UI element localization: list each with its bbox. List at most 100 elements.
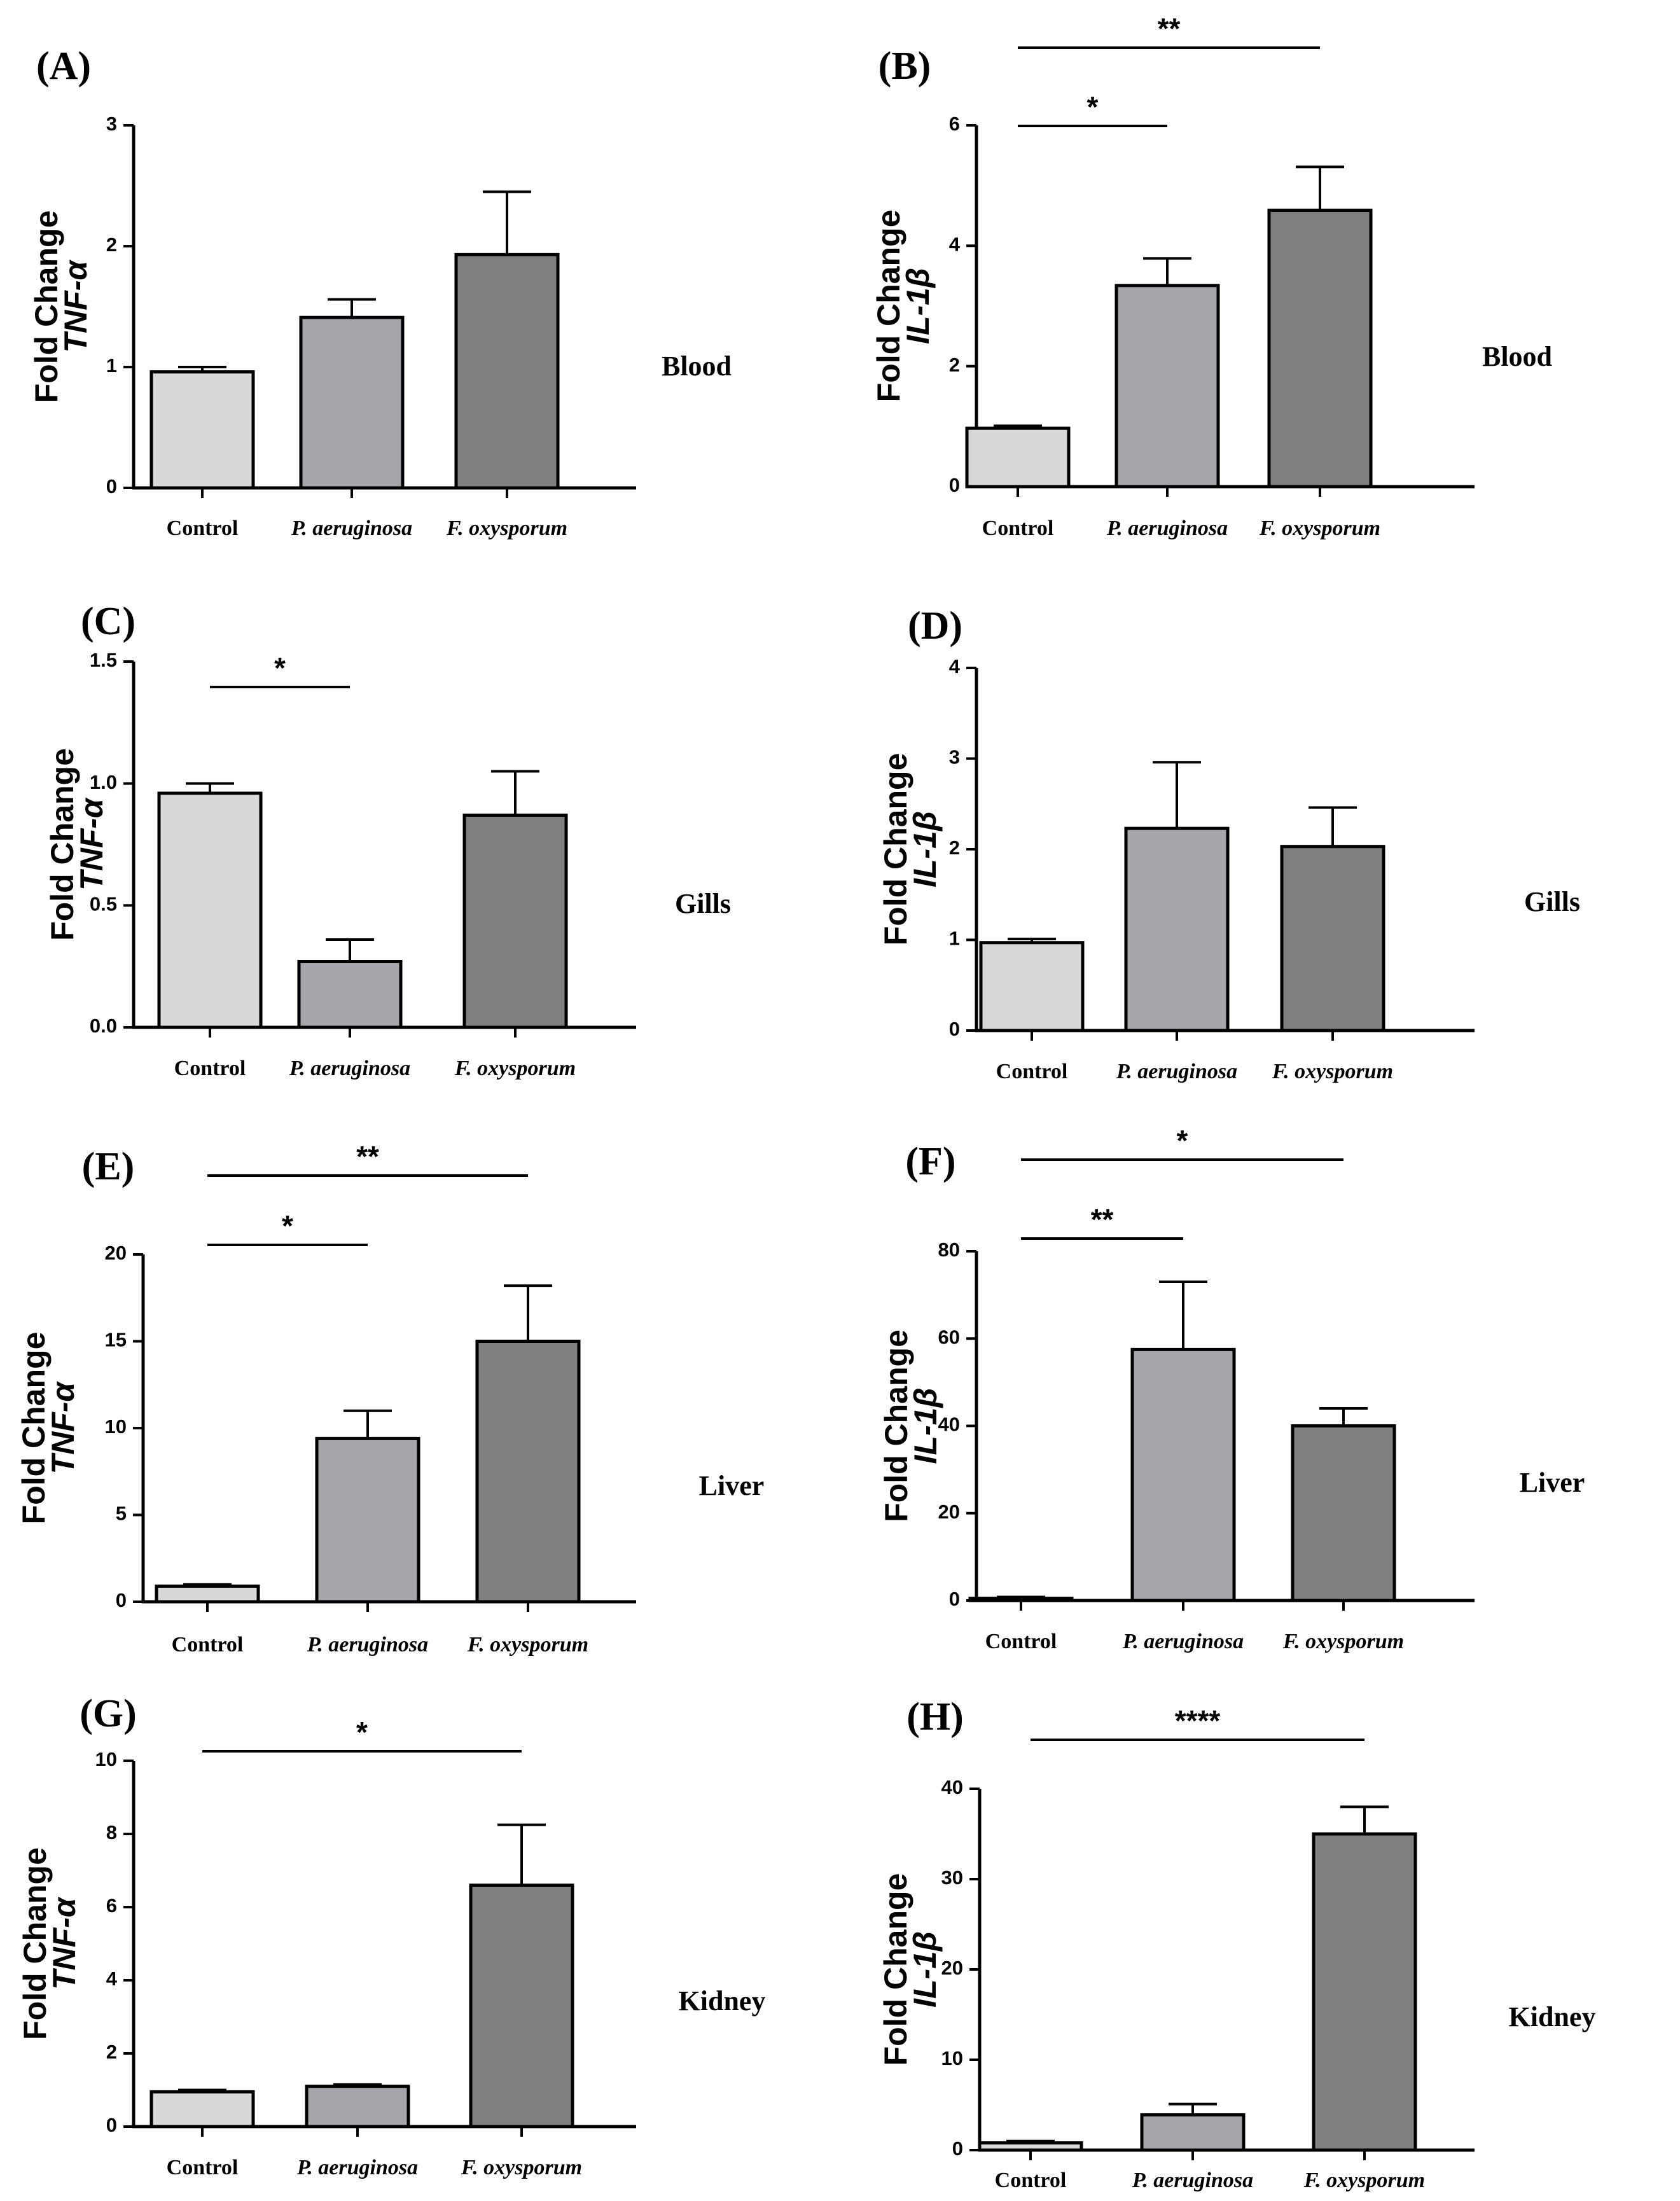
y-tick-label: 10	[95, 1748, 117, 1770]
x-tick-label: Control	[996, 1060, 1068, 1083]
y-axis-title: Fold Change	[29, 211, 64, 403]
gene-label: TNF-α	[58, 260, 94, 353]
panel-label: (H)	[906, 1695, 964, 1739]
y-tick-label: 1.0	[90, 771, 117, 793]
tissue-label: Kidney	[1509, 2001, 1596, 2032]
y-tick-label: 2	[106, 2041, 117, 2063]
significance-label: *	[1177, 1124, 1188, 1157]
tissue-label: Gills	[1524, 886, 1580, 917]
gene-label: IL-1β	[900, 268, 936, 344]
significance-label: ****	[1175, 1704, 1221, 1737]
chart-panel-h: (H) 0 10 20 30 40 Control P. aeruginosa F. oxysp…	[878, 1695, 1595, 2192]
bar	[475, 1340, 581, 1604]
x-tick-label: F. oxysporum	[446, 517, 567, 540]
y-tick-label: 60	[938, 1326, 960, 1348]
bar	[149, 2090, 255, 2128]
tissue-label: Liver	[1520, 1467, 1585, 1498]
bar	[1124, 826, 1230, 1032]
y-tick-label: 1.5	[90, 649, 117, 671]
x-tick-label: P. aeruginosa	[1116, 1060, 1237, 1083]
x-tick-label: F. oxysporum	[1259, 517, 1380, 540]
bar	[1114, 284, 1220, 489]
y-tick-label: 8	[106, 1821, 117, 1843]
y-axis-title: Fold Change	[16, 1332, 52, 1525]
bar	[1130, 1347, 1236, 1602]
x-tick-label: Control	[172, 1633, 244, 1656]
significance-label: **	[356, 1140, 379, 1173]
gene-label: IL-1β	[907, 1931, 943, 2008]
y-tick-label: 3	[106, 113, 117, 135]
y-tick-label: 10	[941, 2047, 963, 2069]
y-axis-title: Fold Change	[878, 753, 913, 946]
significance-label: *	[356, 1716, 368, 1749]
y-tick-label: 1	[949, 927, 960, 950]
bar	[297, 960, 403, 1029]
y-axis-title: Fold Change	[878, 1330, 914, 1522]
y-tick-label: 3	[949, 746, 960, 768]
x-tick-label: F. oxysporum	[1272, 1060, 1393, 1083]
significance-label: *	[282, 1209, 293, 1242]
panel-label: (B)	[878, 45, 931, 88]
panel-label: (F)	[905, 1140, 955, 1183]
x-tick-label: F. oxysporum	[1282, 1630, 1404, 1653]
y-tick-label: 0	[106, 475, 117, 497]
chart-panel-c: (C) 0.0 0.5 1.0 1.5 Control P. aeruginosa F. ox…	[45, 600, 731, 1080]
y-tick-label: 20	[105, 1242, 127, 1264]
bar	[462, 814, 568, 1029]
bar	[1312, 1832, 1417, 2152]
x-tick-label: Control	[985, 1630, 1057, 1653]
x-tick-label: P. aeruginosa	[291, 517, 412, 540]
panel-label: (A)	[36, 45, 91, 88]
gene-label: TNF-α	[46, 1896, 82, 1990]
x-tick-label: F. oxysporum	[467, 1633, 588, 1656]
y-tick-label: 0.5	[90, 893, 117, 915]
bar	[978, 2141, 1083, 2152]
bar	[979, 941, 1085, 1032]
y-tick-label: 2	[106, 233, 117, 256]
gene-label: TNF-α	[74, 797, 109, 891]
bar	[1267, 208, 1373, 489]
x-tick-label: P. aeruginosa	[289, 1057, 410, 1080]
x-tick-label: F. oxysporum	[461, 2156, 582, 2179]
bar	[155, 1584, 260, 1604]
y-tick-label: 15	[105, 1329, 127, 1351]
y-tick-label: 20	[941, 1957, 963, 1979]
y-tick-label: 40	[941, 1776, 963, 1798]
significance-label: *	[274, 651, 286, 684]
bar	[1291, 1424, 1396, 1602]
y-tick-label: 0.0	[90, 1015, 117, 1037]
x-tick-label: P. aeruginosa	[307, 1633, 428, 1656]
y-tick-label: 0	[949, 1588, 960, 1610]
x-tick-label: P. aeruginosa	[1132, 2169, 1253, 2192]
x-tick-label: Control	[995, 2169, 1067, 2192]
tissue-label: Blood	[662, 351, 732, 382]
y-tick-label: 0	[116, 1589, 127, 1611]
y-tick-label: 4	[949, 655, 961, 677]
significance-label: **	[1091, 1203, 1114, 1236]
y-tick-label: 0	[949, 474, 960, 496]
bar	[968, 1597, 1074, 1602]
significance-label: *	[1087, 90, 1099, 123]
bar	[965, 426, 1071, 489]
y-axis-title: Fold Change	[17, 1847, 53, 2040]
x-tick-label: Control	[167, 2156, 239, 2179]
x-tick-label: Control	[982, 517, 1054, 540]
chart-panel-a: (A) 0 1 2 3 Control P. aeruginosa F. oxysporum F…	[29, 45, 732, 540]
panel-label: (E)	[82, 1145, 135, 1188]
significance-label: **	[1158, 12, 1181, 45]
y-axis-title: Fold Change	[45, 748, 80, 941]
y-tick-label: 20	[938, 1501, 960, 1523]
y-tick-label: 6	[106, 1894, 117, 1917]
y-tick-label: 0	[952, 2137, 963, 2160]
tissue-label: Kidney	[679, 1985, 766, 2017]
y-tick-label: 2	[949, 837, 960, 859]
gene-label: IL-1β	[908, 1388, 943, 1464]
bar	[315, 1436, 420, 1604]
x-tick-label: Control	[167, 517, 239, 540]
y-tick-label: 2	[949, 354, 960, 376]
